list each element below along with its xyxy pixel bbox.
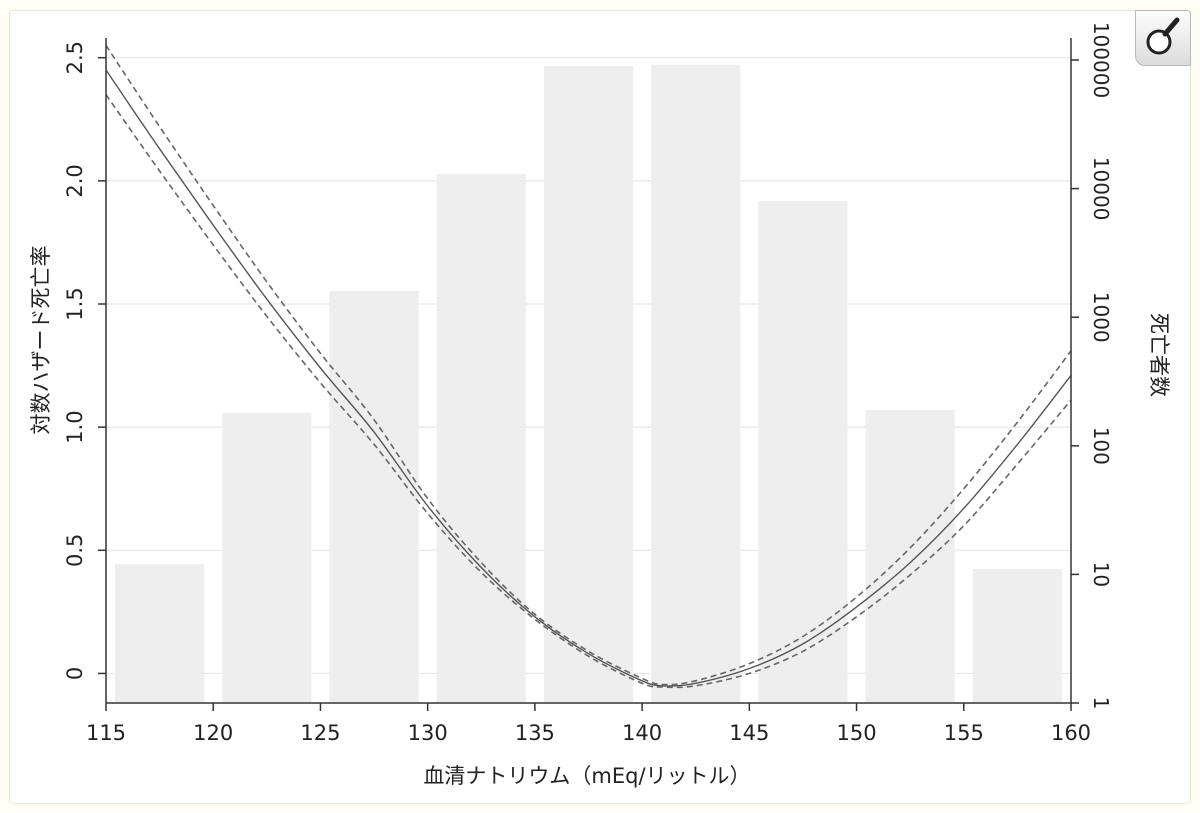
x-tick-label-1: 120 — [193, 721, 233, 745]
magnifier-icon — [1146, 17, 1180, 55]
x-tick-label-5: 140 — [622, 721, 662, 745]
x-axis-title: 血清ナトリウム（mEq/リットル） — [423, 764, 750, 788]
y2-tick-label-2: 100 — [1089, 427, 1113, 465]
y-tick-label-4: 2.0 — [63, 164, 87, 197]
bar-1 — [222, 412, 312, 703]
x-tick-label-6: 145 — [729, 721, 769, 745]
y-tick-label-0: 0 — [63, 667, 87, 680]
x-tick-label-7: 150 — [837, 721, 877, 745]
y2-tick-label-4: 10000 — [1089, 157, 1113, 221]
y2-tick-label-0: 1 — [1089, 697, 1113, 710]
curve-estimate — [105, 69, 1072, 687]
x-tick-label-8: 155 — [944, 721, 984, 745]
x-tick-label-9: 160 — [1051, 721, 1091, 745]
y-tick-label-1: 0.5 — [63, 534, 87, 567]
curve-lower-ci — [105, 94, 1072, 689]
y2-tick-label-5: 100000 — [1089, 22, 1113, 98]
y-axis-title: 対数ハザード死亡率 — [29, 246, 53, 435]
bar-6 — [758, 201, 848, 703]
axes: 0 0.5 1.0 1.5 2.0 2.5 115 120 125 130 135 140 145 150… — [63, 22, 1113, 745]
bar-2 — [329, 290, 419, 703]
bar-0 — [115, 564, 205, 703]
y-tick-label-5: 2.5 — [63, 41, 87, 74]
bar-5 — [651, 64, 741, 704]
y2-tick-label-1: 10 — [1089, 562, 1113, 587]
y2-axis-title: 死亡者数 — [1147, 313, 1171, 397]
x-tick-label-3: 130 — [408, 721, 448, 745]
bar-4 — [543, 65, 634, 704]
zoom-button[interactable] — [1135, 10, 1191, 66]
bar-7 — [865, 409, 955, 703]
histogram-bars — [115, 64, 1062, 704]
curves — [105, 44, 1072, 689]
curve-upper-ci — [105, 44, 1072, 686]
x-tick-label-0: 115 — [86, 721, 126, 745]
y-tick-label-2: 1.0 — [63, 410, 87, 443]
y-tick-label-3: 1.5 — [63, 287, 87, 320]
x-tick-label-2: 125 — [300, 721, 340, 745]
bar-8 — [972, 569, 1062, 703]
y2-tick-label-3: 1000 — [1089, 292, 1113, 343]
bar-3 — [436, 173, 526, 703]
x-tick-label-4: 135 — [515, 721, 555, 745]
